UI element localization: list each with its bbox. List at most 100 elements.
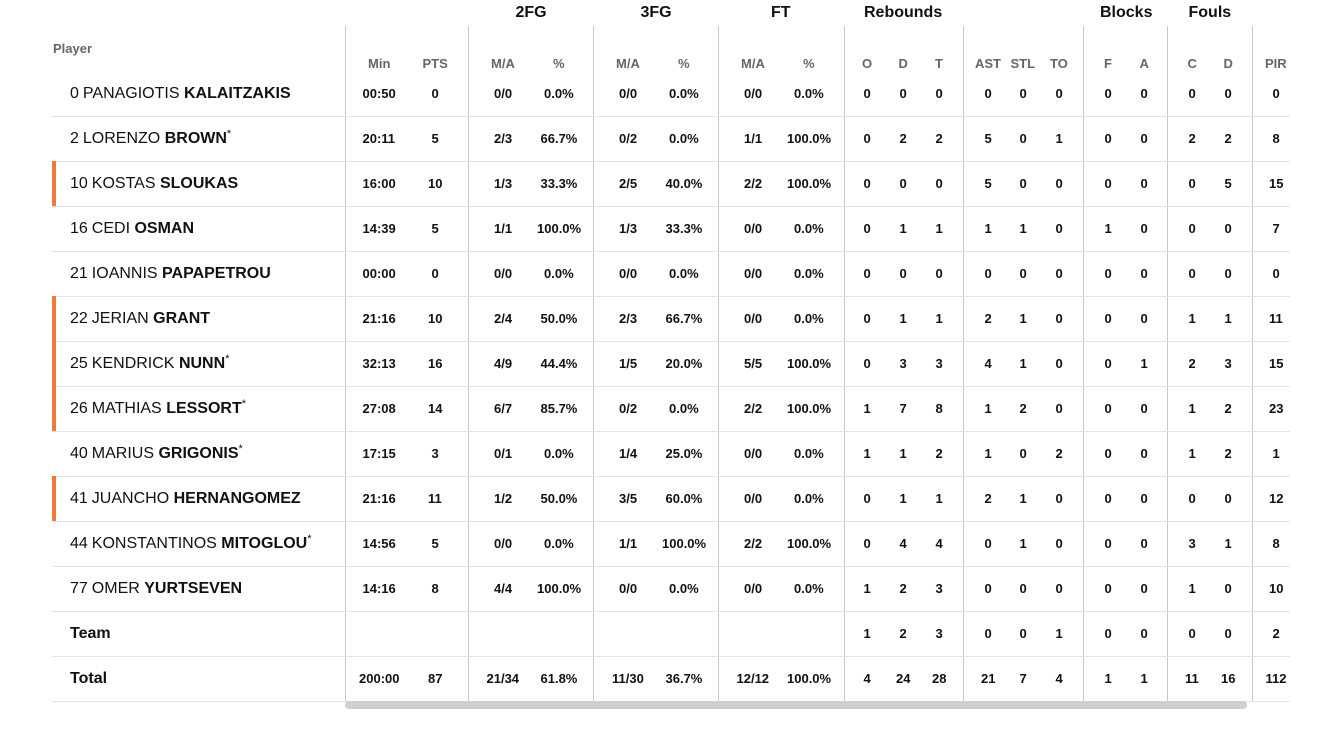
column-header-pir: PIR [1265, 56, 1287, 71]
stat-ft_pct: 0.0% [794, 221, 824, 236]
stat-foul_c: 1 [1188, 311, 1196, 326]
player-name[interactable]: 0 PANAGIOTIS KALAITZAKIS [70, 71, 291, 116]
column-header-reb_o: O [862, 56, 873, 71]
stat-pts: 10 [428, 311, 443, 326]
table-row[interactable]: 0 PANAGIOTIS KALAITZAKIS 00:50 0 0/0 0.0% 0/0 0… [52, 71, 1290, 117]
player-first-name: JERIAN [91, 310, 149, 327]
table-row[interactable]: 77 OMER YURTSEVEN 14:16 8 4/4 100.0% 0/0 0.0% 0/… [52, 566, 1290, 612]
group-header: Rebounds [864, 4, 943, 21]
horizontal-scrollbar[interactable] [345, 701, 1247, 709]
stat-reb_t: 3 [935, 626, 943, 641]
player-name[interactable]: 41 JUANCHO HERNANGOMEZ [70, 476, 301, 521]
player-name[interactable]: Team [70, 611, 111, 656]
stat-ast: 1 [984, 221, 992, 236]
player-name[interactable]: 77 OMER YURTSEVEN [70, 566, 242, 611]
stat-pir: 12 [1269, 491, 1284, 506]
stat-to: 0 [1055, 221, 1063, 236]
stat-to: 0 [1055, 86, 1063, 101]
stat-ast: 0 [984, 266, 992, 281]
player-name[interactable]: 40 MARIUS GRIGONIS* [70, 431, 243, 476]
stat-ft_ma: 0/0 [744, 446, 763, 461]
stat-blk_f: 0 [1104, 626, 1112, 641]
table-row[interactable]: 40 MARIUS GRIGONIS* 17:15 3 0/1 0.0% 1/4 25.0% 0… [52, 431, 1290, 477]
player-number: 40 [70, 445, 88, 462]
stat-fg3_ma: 2/3 [619, 311, 638, 326]
stat-pir: 11 [1269, 311, 1283, 326]
stat-blk_a: 0 [1140, 86, 1148, 101]
column-header-stl: STL [1010, 56, 1036, 71]
stat-fg3_pct: 0.0% [669, 86, 699, 101]
stat-fg3_ma: 1/5 [619, 356, 638, 371]
stat-reb_t: 1 [935, 311, 943, 326]
stat-ft_ma: 2/2 [744, 401, 763, 416]
table-row[interactable]: 44 KONSTANTINOS MITOGLOU* 14:56 5 0/0 0.0% 1/1… [52, 521, 1290, 567]
stat-fg3_pct: 0.0% [669, 581, 699, 596]
stat-fg2_pct: 0.0% [544, 536, 574, 551]
stat-reb_d: 24 [896, 671, 911, 686]
stat-foul_d: 1 [1224, 311, 1232, 326]
stat-min: 14:16 [362, 581, 396, 596]
table-row[interactable]: Team 1 2 3 0 0 1 0 0 0 0 2 [52, 611, 1290, 657]
table-row[interactable]: 41 JUANCHO HERNANGOMEZ 21:16 11 1/2 50.0% 3/5 6… [52, 476, 1290, 522]
player-first-name: MARIUS [91, 445, 155, 462]
player-name[interactable]: 22 JERIAN GRANT [70, 296, 210, 341]
stat-fg2_ma: 1/3 [494, 176, 513, 191]
stat-stl: 1 [1019, 356, 1027, 371]
stat-blk_f: 0 [1104, 491, 1112, 506]
stat-ft_pct: 0.0% [794, 581, 824, 596]
stat-ast: 0 [984, 581, 992, 596]
stat-fg2_pct: 100.0% [537, 581, 582, 596]
player-last-name: MITOGLOU [221, 535, 308, 552]
stat-pir: 2 [1272, 626, 1280, 641]
player-name[interactable]: 26 MATHIAS LESSORT* [70, 386, 246, 431]
player-name[interactable]: 44 KONSTANTINOS MITOGLOU* [70, 521, 312, 566]
stat-fg2_ma: 0/0 [494, 266, 513, 281]
stat-ft_pct: 100.0% [787, 356, 832, 371]
stat-blk_f: 0 [1104, 536, 1112, 551]
stat-fg3_pct: 0.0% [669, 266, 699, 281]
stat-to: 0 [1055, 176, 1063, 191]
stat-blk_a: 0 [1140, 311, 1148, 326]
stat-stl: 0 [1019, 626, 1027, 641]
column-header-fg2_ma: M/A [491, 56, 515, 71]
stat-ft_pct: 0.0% [794, 311, 824, 326]
table-row[interactable]: 25 KENDRICK NUNN* 32:13 16 4/9 44.4% 1/5 20.0% 5… [52, 341, 1290, 387]
stat-reb_d: 2 [899, 581, 907, 596]
player-number: 44 [70, 535, 88, 552]
stat-blk_f: 0 [1104, 446, 1112, 461]
stat-ft_ma: 12/12 [736, 671, 770, 686]
stat-pts: 0 [431, 86, 439, 101]
stat-fg3_ma: 2/5 [619, 176, 638, 191]
stat-fg2_pct: 66.7% [540, 131, 578, 146]
stat-reb_t: 3 [935, 581, 943, 596]
table-row[interactable]: 16 CEDI OSMAN 14:39 5 1/1 100.0% 1/3 33.3% 0/0 0.… [52, 206, 1290, 252]
stat-reb_t: 0 [935, 266, 943, 281]
player-name[interactable]: 2 LORENZO BROWN* [70, 116, 231, 161]
table-row[interactable]: 10 KOSTAS SLOUKAS 16:00 10 1/3 33.3% 2/5 40.0% 2… [52, 161, 1290, 207]
player-name[interactable]: 25 KENDRICK NUNN* [70, 341, 229, 386]
table-row[interactable]: 26 MATHIAS LESSORT* 27:08 14 6/7 85.7% 0/2 0.0%… [52, 386, 1290, 432]
stat-reb_o: 0 [863, 536, 871, 551]
stat-blk_a: 0 [1140, 176, 1148, 191]
group-header: 3FG [640, 4, 672, 21]
table-row[interactable]: Total 200:00 87 21/34 61.8% 11/30 36.7% 12/12 10… [52, 656, 1290, 702]
stat-fg3_pct: 36.7% [665, 671, 703, 686]
player-name[interactable]: 16 CEDI OSMAN [70, 206, 194, 251]
player-name[interactable]: 10 KOSTAS SLOUKAS [70, 161, 238, 206]
stat-fg3_ma: 3/5 [619, 491, 638, 506]
stat-foul_c: 1 [1188, 581, 1196, 596]
stat-foul_d: 0 [1224, 221, 1232, 236]
column-header-ast: AST [975, 56, 1001, 71]
player-name[interactable]: 21 IOANNIS PAPAPETROU [70, 251, 271, 296]
player-name[interactable]: Total [70, 656, 107, 701]
stat-ft_pct: 100.0% [787, 176, 832, 191]
stat-stl: 7 [1019, 671, 1027, 686]
table-row[interactable]: 22 JERIAN GRANT 21:16 10 2/4 50.0% 2/3 66.7% 0/0… [52, 296, 1290, 342]
stat-fg3_ma: 0/0 [619, 86, 638, 101]
group-header: 2FG [515, 4, 547, 21]
stat-fg2_pct: 100.0% [537, 221, 582, 236]
table-row[interactable]: 21 IOANNIS PAPAPETROU 00:00 0 0/0 0.0% 0/0 0.0%… [52, 251, 1290, 297]
table-row[interactable]: 2 LORENZO BROWN* 20:11 5 2/3 66.7% 0/2 0.0% 1/1 1… [52, 116, 1290, 162]
stat-reb_t: 2 [935, 131, 943, 146]
stat-pir: 0 [1272, 266, 1280, 281]
